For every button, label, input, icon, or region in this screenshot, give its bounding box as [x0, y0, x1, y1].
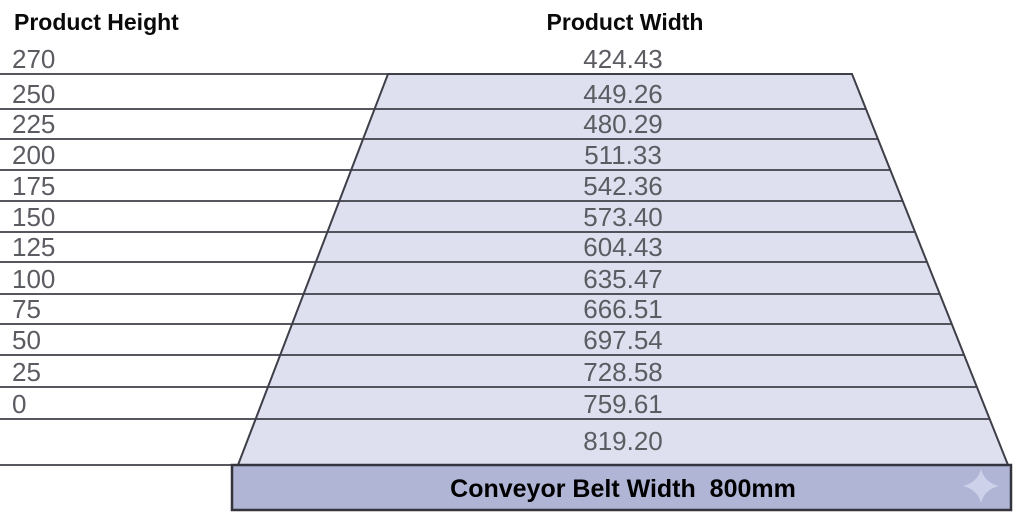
conveyor-belt-bar	[230, 463, 1013, 512]
width-value: 604.43	[583, 232, 663, 262]
width-value: 666.51	[583, 294, 663, 324]
height-label: 100	[12, 264, 55, 294]
height-label: 25	[12, 357, 41, 387]
height-label: 150	[12, 202, 55, 232]
height-label: 225	[12, 109, 55, 139]
product-width-header: Product Width	[547, 9, 704, 35]
height-label: 200	[12, 140, 55, 170]
width-value: 542.36	[583, 171, 663, 201]
width-value: 759.61	[583, 389, 663, 419]
width-value: 728.58	[583, 357, 663, 387]
height-label: 175	[12, 171, 55, 201]
height-label: 125	[12, 232, 55, 262]
base-width-value: 819.20	[583, 426, 663, 456]
width-value: 511.33	[584, 140, 662, 170]
height-label: 250	[12, 79, 55, 109]
height-label: 50	[12, 325, 41, 355]
conveyor-belt-label: Conveyor Belt Width 800mm	[450, 475, 796, 503]
width-value: 573.40	[583, 202, 663, 232]
width-value: 480.29	[583, 109, 663, 139]
height-label: 0	[12, 389, 26, 419]
product-height-header: Product Height	[14, 9, 179, 35]
width-value: 424.43	[583, 44, 663, 74]
width-value: 697.54	[583, 325, 663, 355]
width-value: 449.26	[583, 79, 663, 109]
sparkle-icon	[963, 469, 999, 503]
height-label: 270	[12, 44, 55, 74]
width-value: 635.47	[583, 264, 663, 294]
height-label: 75	[12, 294, 41, 324]
